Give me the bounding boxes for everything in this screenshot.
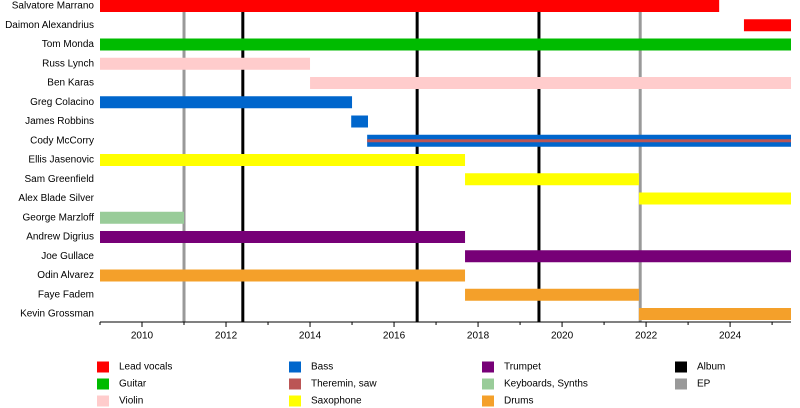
member-name: George Marzloff [22, 212, 94, 223]
legend-swatch [675, 378, 687, 390]
x-tick-label: 2016 [383, 331, 406, 342]
bar [310, 77, 791, 89]
member-name: Salvatore Marrano [12, 1, 95, 12]
bar [100, 269, 466, 282]
legend-swatch [675, 361, 687, 373]
bar [465, 288, 639, 301]
member-name: Andrew Digrius [26, 232, 94, 243]
x-tick-label: 2018 [467, 331, 490, 342]
bar [100, 154, 466, 166]
bar [100, 231, 466, 243]
legend-swatch [289, 395, 301, 407]
member-name: Alex Blade Silver [18, 193, 94, 204]
x-tick-label: 2012 [215, 331, 238, 342]
member-name: Kevin Grossman [20, 309, 94, 320]
legend-swatch [482, 361, 494, 373]
legend-label: Drums [504, 396, 533, 407]
legend-swatch [482, 378, 494, 390]
member-name: Ellis Jasenovic [28, 155, 94, 166]
bar [100, 211, 185, 224]
x-tick-label: 2022 [635, 331, 658, 342]
legend-label: Guitar [119, 379, 147, 390]
bar [100, 0, 720, 12]
legend-swatch [482, 395, 494, 407]
member-name: James Robbins [25, 116, 94, 127]
legend-label: Bass [311, 362, 333, 373]
legend-swatch [289, 361, 301, 373]
x-tick-label: 2010 [131, 331, 154, 342]
legend-swatch [97, 395, 109, 407]
legend-label: EP [697, 379, 711, 390]
member-name: Daimon Alexandrius [5, 20, 94, 31]
member-name: Faye Fadem [38, 289, 94, 300]
legend-label: Saxophone [311, 396, 362, 407]
member-name: Odin Alvarez [37, 270, 94, 281]
legend-swatch [289, 378, 301, 390]
bar [465, 250, 791, 263]
legend-label: Album [697, 362, 725, 373]
bar [743, 19, 791, 32]
bar [465, 173, 639, 186]
legend-label: Violin [119, 396, 143, 407]
legend-label: Keyboards, Synths [504, 379, 588, 390]
member-name: Greg Colacino [30, 97, 94, 108]
x-tick-label: 2024 [719, 331, 742, 342]
member-name: Tom Monda [42, 39, 95, 50]
bar [100, 38, 791, 51]
member-name: Ben Karas [47, 78, 94, 89]
x-tick-label: 2014 [299, 331, 322, 342]
member-name: Sam Greenfield [25, 174, 94, 185]
legend-swatch [97, 378, 109, 390]
bar [100, 96, 353, 109]
bar [638, 308, 791, 320]
legend-label: Theremin, saw [311, 379, 377, 390]
bar [351, 115, 368, 128]
legend-label: Lead vocals [119, 362, 172, 373]
member-name: Cody McCorry [30, 135, 94, 146]
bar [100, 57, 311, 70]
x-tick-label: 2020 [551, 331, 574, 342]
legend-label: Trumpet [504, 362, 541, 373]
member-name: Joe Gullace [41, 251, 94, 262]
bar [638, 192, 791, 205]
legend-swatch [97, 361, 109, 373]
member-name: Russ Lynch [42, 58, 94, 69]
bar [367, 139, 791, 143]
